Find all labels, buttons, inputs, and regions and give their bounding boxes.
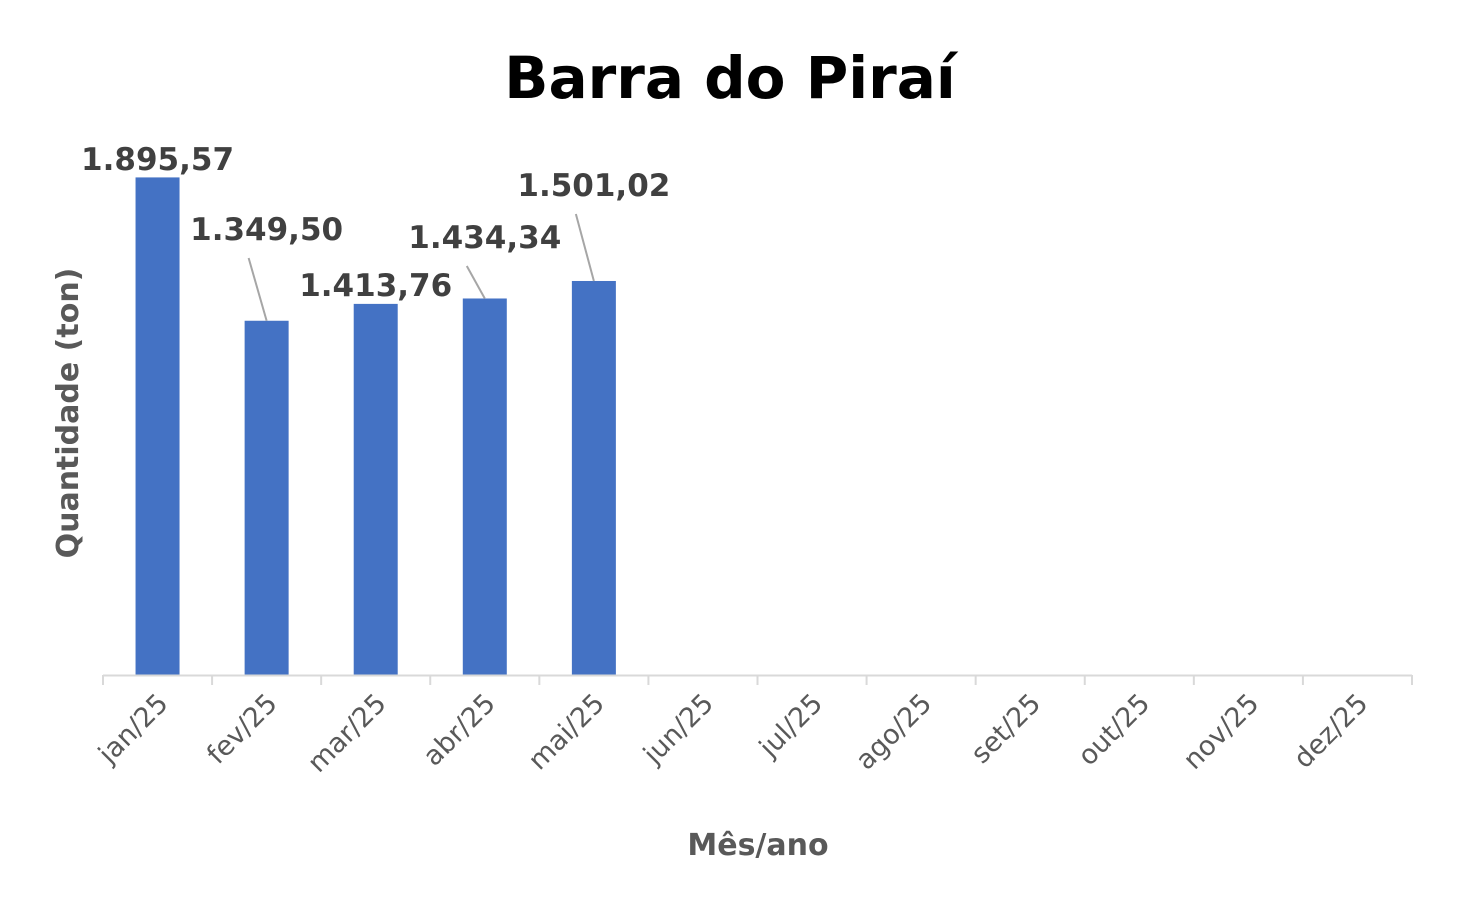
x-tick-label: set/25 — [965, 688, 1047, 770]
x-tick-label: out/25 — [1072, 688, 1156, 772]
x-tick-labels-group: jan/25 fev/25 mar/25 abr/25 mai/25 jun/25 jul/… — [92, 688, 1374, 779]
leader-lines-group — [247, 213, 595, 322]
x-axis-title: Mês/ano — [687, 828, 828, 863]
leader-line — [247, 257, 268, 322]
bar — [244, 320, 289, 675]
x-tick-label: jul/25 — [753, 688, 829, 764]
data-label: 1.413,76 — [299, 268, 452, 304]
leader-line — [574, 213, 595, 282]
data-label: 1.434,34 — [408, 220, 561, 256]
x-tick-label: ago/25 — [850, 688, 938, 776]
bar — [462, 298, 507, 675]
x-axis-ticks-group — [102, 675, 1413, 685]
leader-line — [465, 265, 486, 299]
data-labels-group: 1.895,57 1.349,50 1.413,76 1.434,34 1.501,02 — [81, 142, 670, 304]
x-tick-label: mai/25 — [523, 688, 611, 776]
data-label: 1.895,57 — [81, 142, 234, 178]
x-tick-label: abr/25 — [417, 688, 501, 772]
bar — [135, 177, 180, 675]
data-label: 1.349,50 — [190, 212, 343, 248]
x-tick-label: mar/25 — [302, 688, 393, 779]
x-tick-label: jan/25 — [92, 688, 174, 770]
chart-title: Barra do Piraí — [504, 44, 959, 112]
bars-group — [135, 177, 616, 675]
x-tick-label: jun/25 — [637, 688, 720, 771]
bar — [353, 303, 398, 675]
y-axis-title: Quantidade (ton) — [51, 268, 86, 559]
x-tick-label: dez/25 — [1288, 688, 1375, 775]
x-tick-label: nov/25 — [1178, 688, 1266, 776]
bar — [571, 280, 616, 675]
data-label: 1.501,02 — [517, 168, 670, 204]
x-tick-label: fev/25 — [201, 688, 283, 770]
